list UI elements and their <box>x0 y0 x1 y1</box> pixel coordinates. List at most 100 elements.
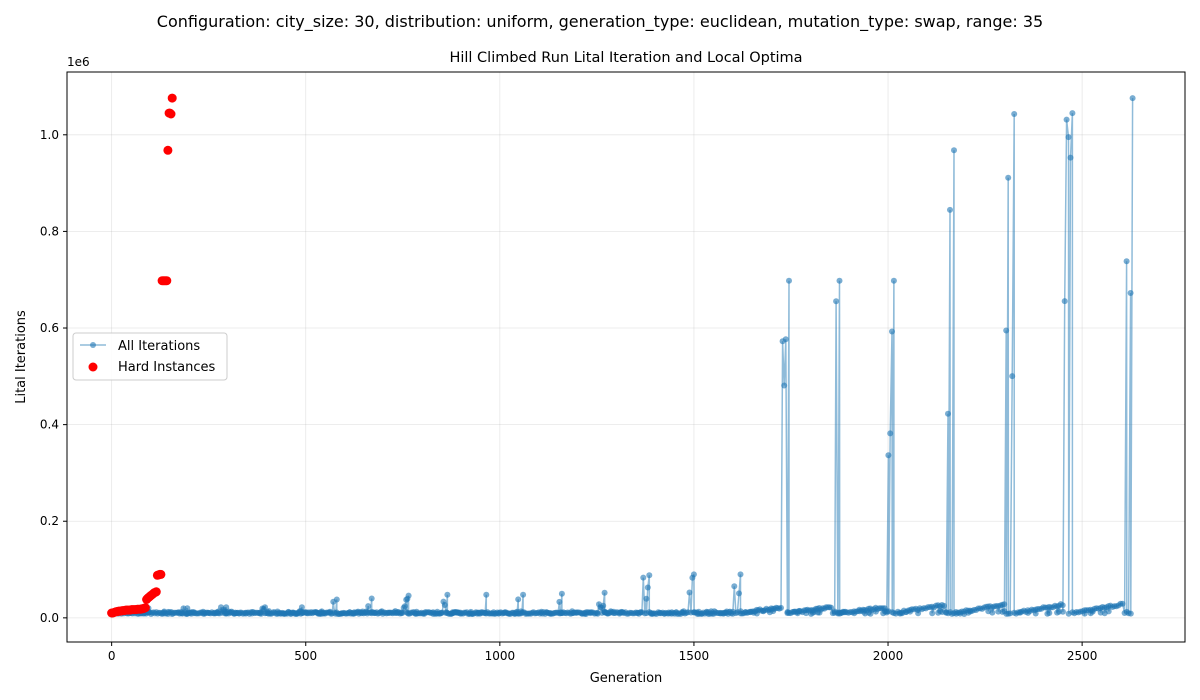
y-tick-label: 0.2 <box>40 514 59 528</box>
point-all-iterations <box>1032 610 1039 617</box>
point-all-iterations <box>951 147 957 154</box>
ticks-layer: 0 500 1000 1500 2000 2500 0.0 0.2 0.4 0.6 0.8 1.0 <box>40 128 1097 663</box>
point-all-iterations <box>1046 610 1053 616</box>
point-all-iterations <box>828 604 835 611</box>
x-tick-label: 500 <box>294 649 317 663</box>
point-all-iterations <box>1129 95 1136 102</box>
point-all-iterations <box>786 277 792 284</box>
legend-label-all-iterations: All Iterations <box>118 339 200 354</box>
x-axis-label: Generation <box>590 671 663 686</box>
y-tick-label: 0.4 <box>40 418 59 432</box>
point-all-iterations <box>929 610 936 617</box>
x-tick-label: 1000 <box>485 649 516 663</box>
point-all-iterations <box>1011 111 1018 117</box>
point-all-iterations <box>686 589 693 596</box>
point-all-iterations <box>483 591 490 598</box>
point-all-iterations <box>885 452 892 459</box>
point-all-iterations <box>515 596 522 603</box>
point-all-iterations <box>731 583 738 590</box>
grid-layer <box>67 72 1185 642</box>
point-all-iterations <box>1127 610 1134 617</box>
point-hard-instance <box>163 145 173 155</box>
point-all-iterations <box>520 591 527 598</box>
figure-suptitle: Configuration: city_size: 30, distributi… <box>156 12 1044 31</box>
point-all-iterations <box>1065 134 1072 141</box>
x-tick-label: 0 <box>108 649 116 663</box>
x-tick-label: 2000 <box>873 649 904 663</box>
point-all-iterations <box>1061 298 1068 305</box>
point-all-iterations <box>887 430 894 437</box>
point-all-iterations <box>947 206 953 213</box>
hard-instances-layer <box>107 93 177 618</box>
point-hard-instance <box>156 569 166 579</box>
point-all-iterations <box>401 603 408 610</box>
point-all-iterations <box>836 277 843 284</box>
y-axis-offset-label: 1e6 <box>67 55 90 69</box>
y-axis-label: Lital Iterations <box>14 310 29 404</box>
legend-marker-hard-instances <box>88 362 98 372</box>
point-all-iterations <box>1059 602 1066 609</box>
point-all-iterations <box>1127 290 1134 296</box>
point-all-iterations <box>262 604 268 611</box>
point-all-iterations <box>890 277 897 284</box>
point-hard-instance <box>140 603 150 613</box>
point-all-iterations <box>1123 258 1130 265</box>
series-layer <box>108 95 1136 617</box>
point-all-iterations <box>782 336 789 343</box>
point-all-iterations <box>736 590 742 597</box>
point-all-iterations <box>915 610 922 617</box>
point-all-iterations <box>945 410 951 417</box>
y-tick-label: 1.0 <box>40 128 59 142</box>
y-tick-label: 0.6 <box>40 321 59 335</box>
point-all-iterations <box>1067 154 1074 161</box>
point-all-iterations <box>643 595 650 602</box>
point-all-iterations <box>601 589 608 596</box>
point-all-iterations <box>223 604 230 611</box>
point-all-iterations <box>1105 608 1112 615</box>
axes-frame <box>66 71 1186 643</box>
point-all-iterations <box>298 604 305 611</box>
point-all-iterations <box>405 592 412 599</box>
point-all-iterations <box>600 602 607 609</box>
point-all-iterations <box>737 571 744 578</box>
y-tick-label: 0.0 <box>40 611 59 625</box>
point-hard-instance <box>151 587 161 597</box>
point-all-iterations <box>1005 174 1012 181</box>
point-all-iterations <box>1001 601 1008 608</box>
point-hard-instance <box>167 93 177 103</box>
point-all-iterations <box>644 584 651 591</box>
x-tick-label: 1500 <box>679 649 710 663</box>
legend-label-hard-instances: Hard Instances <box>118 360 216 375</box>
point-all-iterations <box>640 574 647 581</box>
point-all-iterations <box>941 602 947 609</box>
point-all-iterations <box>1009 373 1016 380</box>
legend: All Iterations Hard Instances <box>72 332 228 381</box>
point-all-iterations <box>333 596 340 603</box>
point-all-iterations <box>989 609 996 616</box>
point-all-iterations <box>778 604 784 611</box>
point-all-iterations <box>556 598 563 605</box>
point-all-iterations <box>558 590 565 597</box>
point-all-iterations <box>368 595 375 602</box>
point-all-iterations <box>646 572 653 579</box>
point-all-iterations <box>1059 608 1066 615</box>
point-all-iterations <box>441 602 448 608</box>
point-all-iterations <box>1063 116 1070 123</box>
point-all-iterations <box>889 328 895 335</box>
point-all-iterations <box>365 603 372 610</box>
point-all-iterations <box>690 571 697 578</box>
point-hard-instance <box>162 276 172 286</box>
point-all-iterations <box>1119 600 1126 607</box>
series-line-all-iterations <box>110 98 1134 617</box>
point-all-iterations <box>833 298 840 305</box>
point-hard-instance <box>166 109 176 119</box>
point-all-iterations <box>444 591 451 598</box>
x-tick-label: 2500 <box>1067 649 1098 663</box>
chart-title: Hill Climbed Run Lital Iteration and Loc… <box>449 50 802 66</box>
legend-box <box>72 332 228 381</box>
point-all-iterations <box>1069 110 1076 117</box>
point-all-iterations <box>1003 327 1010 334</box>
legend-marker-all-iterations <box>90 342 96 348</box>
